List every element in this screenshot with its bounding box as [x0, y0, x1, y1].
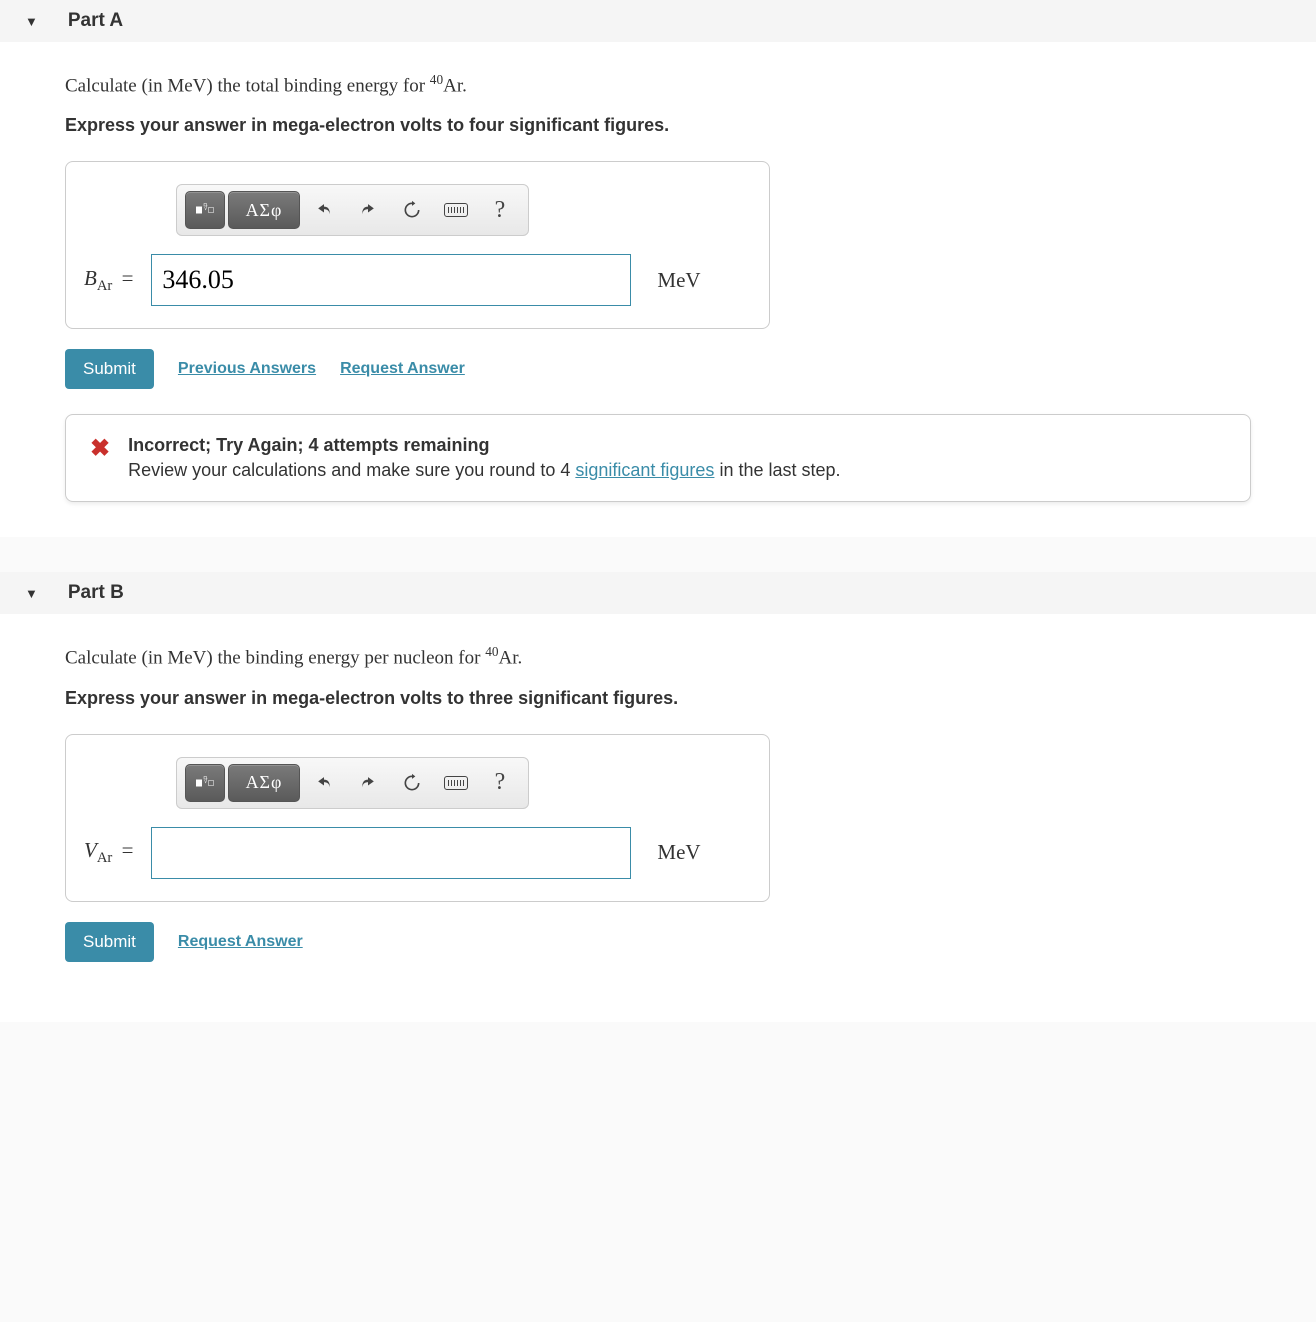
part-b-answer-input[interactable] — [151, 827, 631, 879]
part-a-body: Calculate (in MeV) the total binding ene… — [0, 42, 1316, 537]
part-a-title: Part A — [68, 10, 123, 32]
equation-toolbar: √ ΑΣφ ? — [176, 184, 529, 236]
greek-letters-button[interactable]: ΑΣφ — [228, 764, 300, 802]
undo-icon[interactable] — [304, 764, 344, 802]
template-icon[interactable]: √ — [185, 764, 225, 802]
request-answer-link[interactable]: Request Answer — [178, 933, 303, 951]
part-b-unit: MeV — [657, 840, 700, 865]
part-b-header[interactable]: ▼ Part B — [0, 572, 1316, 614]
part-a-answer-input[interactable] — [151, 254, 631, 306]
feedback-detail: Review your calculations and make sure y… — [128, 460, 840, 481]
request-answer-link[interactable]: Request Answer — [340, 360, 465, 378]
undo-icon[interactable] — [304, 191, 344, 229]
greek-letters-button[interactable]: ΑΣφ — [228, 191, 300, 229]
part-a-input-row: BAr = MeV — [84, 254, 751, 306]
part-b-title: Part B — [68, 582, 124, 604]
part-a-variable-label: BAr = — [84, 266, 137, 295]
chevron-down-icon: ▼ — [25, 14, 38, 29]
part-b-actions: Submit Request Answer — [65, 922, 1251, 962]
incorrect-icon: ✖ — [90, 437, 110, 461]
submit-button[interactable]: Submit — [65, 922, 154, 962]
sig-figures-link[interactable]: significant figures — [575, 460, 714, 480]
part-b-answer-box: √ ΑΣφ ? VAr = MeV — [65, 734, 770, 902]
part-a-unit: MeV — [657, 268, 700, 293]
part-a-actions: Submit Previous Answers Request Answer — [65, 349, 1251, 389]
redo-icon[interactable] — [348, 191, 388, 229]
feedback-box: ✖ Incorrect; Try Again; 4 attempts remai… — [65, 414, 1251, 502]
submit-button[interactable]: Submit — [65, 349, 154, 389]
feedback-text: Incorrect; Try Again; 4 attempts remaini… — [128, 435, 840, 481]
reset-icon[interactable] — [392, 191, 432, 229]
part-b-instruction: Express your answer in mega-electron vol… — [65, 688, 1251, 709]
part-a-answer-box: √ ΑΣφ ? BAr = MeV — [65, 161, 770, 329]
equation-toolbar: √ ΑΣφ ? — [176, 757, 529, 809]
keyboard-icon[interactable] — [436, 764, 476, 802]
part-b-input-row: VAr = MeV — [84, 827, 751, 879]
chevron-down-icon: ▼ — [25, 586, 38, 601]
reset-icon[interactable] — [392, 764, 432, 802]
part-a-prompt: Calculate (in MeV) the total binding ene… — [65, 72, 1251, 97]
help-icon[interactable]: ? — [480, 764, 520, 802]
template-icon[interactable]: √ — [185, 191, 225, 229]
part-a-instruction: Express your answer in mega-electron vol… — [65, 115, 1251, 136]
keyboard-icon[interactable] — [436, 191, 476, 229]
part-b-body: Calculate (in MeV) the binding energy pe… — [0, 614, 1316, 1021]
redo-icon[interactable] — [348, 764, 388, 802]
part-b-variable-label: VAr = — [84, 838, 137, 867]
feedback-headline: Incorrect; Try Again; 4 attempts remaini… — [128, 435, 840, 456]
previous-answers-link[interactable]: Previous Answers — [178, 360, 316, 378]
help-icon[interactable]: ? — [480, 191, 520, 229]
part-b-prompt: Calculate (in MeV) the binding energy pe… — [65, 644, 1251, 669]
part-a-header[interactable]: ▼ Part A — [0, 0, 1316, 42]
